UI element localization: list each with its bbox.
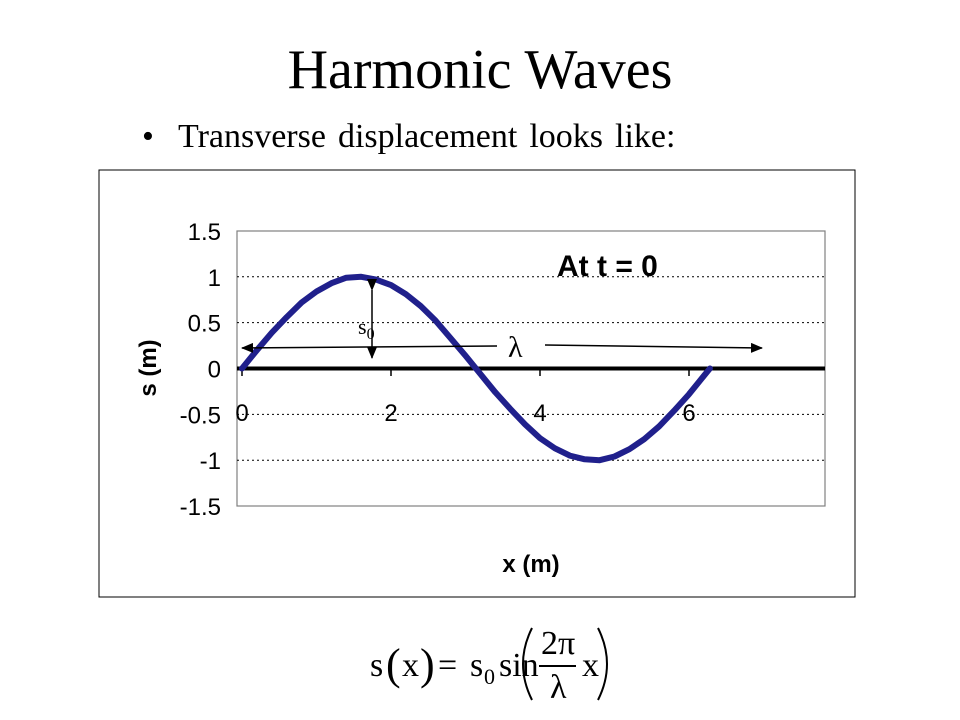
y-tick-labels: 1.5 1 0.5 0 -0.5 -1 -1.5 — [180, 219, 221, 521]
data-series-line — [239, 273, 713, 464]
formula-coefficient-sub: 0 — [484, 664, 495, 689]
x-tick-label: 6 — [682, 400, 695, 427]
amplitude-symbol: s — [358, 314, 367, 339]
wavelength-arrow-left — [241, 342, 498, 353]
formula-lhs-arg: x — [402, 647, 419, 684]
formula-function: sin — [499, 647, 539, 684]
chart-annotation: At t = 0 — [557, 250, 658, 283]
bullet-item: • Transverse displacement looks like: — [142, 113, 687, 161]
x-axis-title: x (m) — [502, 551, 559, 578]
bullet-word: Transverse — [178, 118, 326, 155]
formula-close-big-paren — [597, 627, 608, 701]
bullet-word: looks — [529, 118, 604, 155]
y-tick-label: 1.5 — [188, 219, 221, 246]
formula-denominator: λ — [550, 669, 567, 706]
slide-title: Harmonic Waves — [287, 39, 673, 101]
x-tick-label: 2 — [384, 400, 397, 427]
y-tick-label: -1 — [200, 448, 221, 475]
formula-equals: = — [438, 647, 457, 684]
y-tick-label: 0 — [208, 357, 221, 384]
x-tick-labels: 0 2 4 6 — [235, 368, 696, 427]
bullet-word: displacement — [337, 118, 518, 155]
wavelength-label: λ — [508, 331, 523, 364]
formula-variable: x — [582, 647, 599, 684]
formula: s ( x ) = s 0 sin 2π λ x — [370, 625, 608, 706]
formula-numerator: 2π — [541, 625, 575, 662]
y-tick-label: 1 — [208, 265, 221, 292]
amplitude-label: s0 — [358, 314, 375, 343]
formula-open-big-paren — [522, 627, 533, 701]
y-tick-label: -0.5 — [180, 402, 221, 429]
bullet-marker: • — [142, 118, 154, 155]
gridlines — [237, 276, 825, 461]
y-tick-label: 0.5 — [188, 311, 221, 338]
y-tick-label: -1.5 — [180, 494, 221, 521]
x-tick-label: 0 — [235, 400, 248, 427]
amplitude-subscript: 0 — [367, 326, 375, 343]
formula-coefficient: s — [470, 647, 483, 684]
y-axis-title: s (m) — [135, 339, 162, 396]
formula-lhs-func: s — [370, 647, 383, 684]
x-tick-label: 4 — [533, 400, 546, 427]
wavelength-arrow-right — [544, 342, 763, 353]
formula-lhs-open-paren: ( — [386, 640, 401, 689]
bullet-word: like: — [615, 118, 676, 155]
formula-lhs-close-paren: ) — [420, 640, 435, 689]
